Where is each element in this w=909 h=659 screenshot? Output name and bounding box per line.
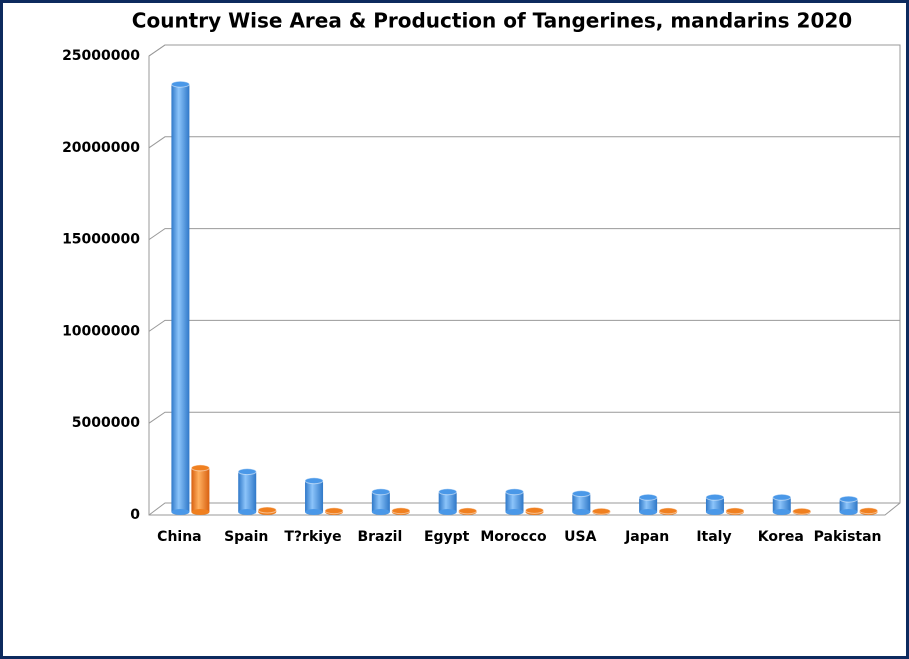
y-tick-label: 10000000 xyxy=(62,323,140,339)
bar xyxy=(238,471,257,512)
x-tick-label: USA xyxy=(564,529,596,545)
bar-top xyxy=(839,495,859,503)
bar xyxy=(772,497,791,512)
bar-top xyxy=(658,507,678,515)
chart-title: Country Wise Area & Production of Tanger… xyxy=(132,9,852,33)
bar xyxy=(438,491,457,512)
bar xyxy=(191,467,210,512)
bar-base xyxy=(839,509,858,515)
bar-top xyxy=(525,506,544,514)
bar-base xyxy=(572,509,591,515)
bar xyxy=(705,497,724,512)
bar-top xyxy=(190,464,210,472)
bar-top xyxy=(792,507,812,515)
bar-base xyxy=(171,509,190,515)
bar-top xyxy=(705,493,725,501)
x-tick-label: Japan xyxy=(624,529,669,545)
y-tick-label: 25000000 xyxy=(62,48,140,64)
x-tick-label: Morocco xyxy=(480,529,547,545)
grid-line xyxy=(148,411,900,424)
bar-top xyxy=(859,507,879,515)
grid-line xyxy=(148,136,900,149)
bar-top xyxy=(571,490,591,498)
y-tick-label: 15000000 xyxy=(62,232,140,248)
x-tick-label: China xyxy=(157,529,201,545)
bar-base xyxy=(238,509,257,515)
y-tick-label: 0 xyxy=(130,507,140,523)
x-tick-label: Korea xyxy=(758,529,804,545)
x-tick-label: T?rkiye xyxy=(284,529,341,545)
bar xyxy=(305,480,324,512)
bar xyxy=(371,491,390,512)
x-tick-label: Brazil xyxy=(357,529,402,545)
bar-top xyxy=(391,507,411,515)
bar-base xyxy=(305,509,324,515)
y-tick-label: 20000000 xyxy=(62,140,140,156)
bar xyxy=(171,84,190,512)
bar-base xyxy=(438,509,457,515)
bar-top xyxy=(591,507,611,515)
grid-line xyxy=(148,228,900,241)
x-tick-label: Italy xyxy=(696,529,731,545)
bar-top xyxy=(438,488,458,496)
bar-base xyxy=(371,509,390,515)
bar-top xyxy=(237,468,257,476)
bar xyxy=(639,497,658,512)
bar-top xyxy=(725,507,745,515)
y-tick-label: 5000000 xyxy=(72,415,140,431)
bar-top xyxy=(304,477,324,485)
bar-base xyxy=(772,509,791,515)
bar-base xyxy=(191,509,210,515)
bar-top xyxy=(324,507,344,515)
grid-line xyxy=(148,319,900,332)
bar-top xyxy=(257,506,277,514)
bar-top xyxy=(505,488,524,496)
bar-top xyxy=(772,493,792,501)
grid-line xyxy=(148,44,900,57)
x-tick-label: Spain xyxy=(224,529,268,545)
bar-top xyxy=(458,507,478,515)
bar-base xyxy=(639,509,658,515)
x-tick-label: Pakistan xyxy=(814,529,882,545)
bar-top xyxy=(638,493,658,501)
bar-top xyxy=(170,80,190,88)
bar-base xyxy=(705,509,724,515)
bar xyxy=(572,493,591,512)
bar xyxy=(505,491,524,512)
bar-base xyxy=(505,509,524,515)
x-tick-label: Egypt xyxy=(424,529,470,545)
bar-top xyxy=(371,488,391,496)
